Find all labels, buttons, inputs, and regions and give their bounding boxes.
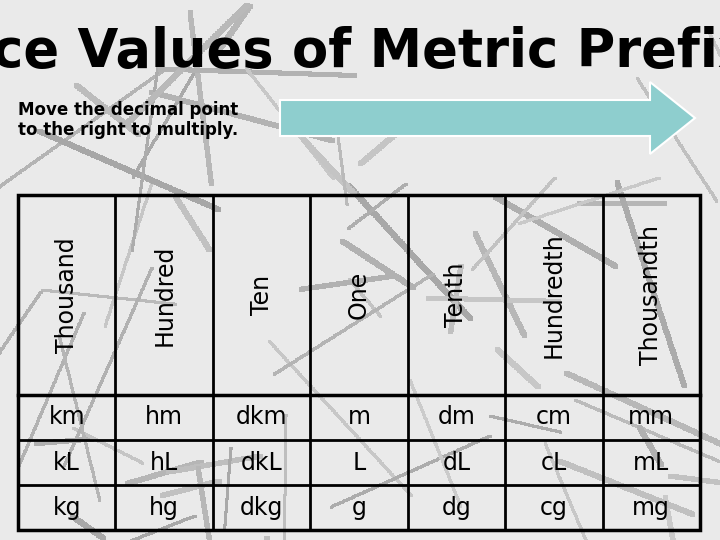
Text: m: m	[348, 406, 371, 429]
Text: dkg: dkg	[240, 496, 283, 519]
Text: dm: dm	[438, 406, 475, 429]
Text: cg: cg	[540, 496, 568, 519]
Text: hm: hm	[145, 406, 183, 429]
Text: g: g	[351, 496, 366, 519]
Text: kL: kL	[53, 450, 80, 475]
Text: One: One	[347, 271, 371, 319]
Text: dL: dL	[442, 450, 470, 475]
Text: km: km	[48, 406, 85, 429]
Polygon shape	[280, 82, 695, 154]
Text: cL: cL	[541, 450, 567, 475]
Text: to the right to multiply.: to the right to multiply.	[18, 121, 238, 139]
Text: Tenth: Tenth	[444, 263, 469, 327]
Text: mg: mg	[632, 496, 670, 519]
Text: hL: hL	[150, 450, 179, 475]
Text: Move the decimal point: Move the decimal point	[18, 101, 238, 119]
Text: Thousandth: Thousandth	[639, 225, 663, 365]
Text: Ten: Ten	[250, 275, 274, 315]
Text: dkm: dkm	[236, 406, 287, 429]
Text: cm: cm	[536, 406, 572, 429]
Text: mm: mm	[629, 406, 675, 429]
Text: kg: kg	[53, 496, 81, 519]
Text: L: L	[352, 450, 366, 475]
Text: Hundred: Hundred	[152, 244, 176, 346]
Bar	[18, 195, 700, 530]
Text: Hundredth: Hundredth	[542, 232, 566, 358]
Text: dg: dg	[441, 496, 472, 519]
Text: hg: hg	[149, 496, 179, 519]
Text: dkL: dkL	[240, 450, 282, 475]
Text: Place Values of Metric Prefixes: Place Values of Metric Prefixes	[0, 26, 720, 78]
Text: Thousand: Thousand	[55, 237, 78, 353]
Text: mL: mL	[633, 450, 670, 475]
